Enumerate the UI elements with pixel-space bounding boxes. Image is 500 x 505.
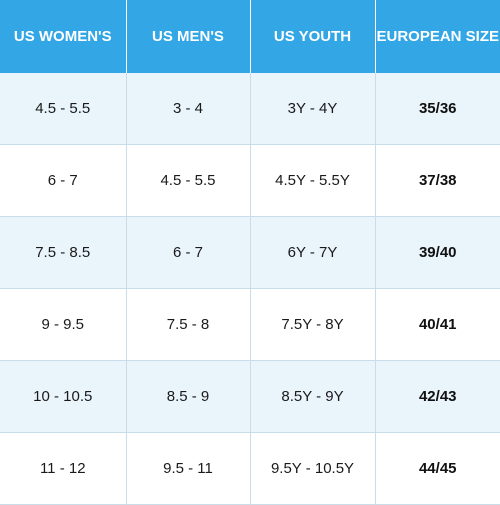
header-us-womens: US WOMEN'S	[0, 0, 127, 73]
cell-us-womens: 4.5 - 5.5	[0, 73, 127, 145]
cell-us-mens: 6 - 7	[126, 216, 251, 289]
table-row: 11 - 12 9.5 - 11 9.5Y - 10.5Y 44/45	[0, 432, 500, 505]
cell-european-size: 40/41	[375, 288, 500, 361]
table-row: 10 - 10.5 8.5 - 9 8.5Y - 9Y 42/43	[0, 360, 500, 433]
cell-us-mens: 7.5 - 8	[126, 288, 251, 361]
cell-us-mens: 3 - 4	[126, 73, 251, 145]
cell-european-size: 44/45	[375, 432, 500, 505]
cell-us-youth: 8.5Y - 9Y	[250, 360, 376, 433]
table-row: 7.5 - 8.5 6 - 7 6Y - 7Y 39/40	[0, 216, 500, 289]
table-row: 6 - 7 4.5 - 5.5 4.5Y - 5.5Y 37/38	[0, 144, 500, 217]
cell-european-size: 37/38	[375, 144, 500, 217]
cell-us-youth: 3Y - 4Y	[250, 73, 376, 145]
cell-us-youth: 4.5Y - 5.5Y	[250, 144, 376, 217]
cell-european-size: 35/36	[375, 73, 500, 145]
header-us-mens: US MEN'S	[126, 0, 251, 73]
cell-us-mens: 8.5 - 9	[126, 360, 251, 433]
cell-us-youth: 6Y - 7Y	[250, 216, 376, 289]
cell-us-womens: 11 - 12	[0, 432, 127, 505]
table-row: 4.5 - 5.5 3 - 4 3Y - 4Y 35/36	[0, 73, 500, 145]
header-us-youth: US YOUTH	[250, 0, 376, 73]
cell-us-youth: 9.5Y - 10.5Y	[250, 432, 376, 505]
table-row: 9 - 9.5 7.5 - 8 7.5Y - 8Y 40/41	[0, 288, 500, 361]
cell-us-womens: 7.5 - 8.5	[0, 216, 127, 289]
table-body: 4.5 - 5.5 3 - 4 3Y - 4Y 35/36 6 - 7 4.5 …	[0, 73, 500, 505]
cell-us-womens: 6 - 7	[0, 144, 127, 217]
cell-us-mens: 4.5 - 5.5	[126, 144, 251, 217]
cell-us-mens: 9.5 - 11	[126, 432, 251, 505]
cell-us-womens: 10 - 10.5	[0, 360, 127, 433]
cell-us-youth: 7.5Y - 8Y	[250, 288, 376, 361]
cell-european-size: 39/40	[375, 216, 500, 289]
header-row: US WOMEN'S US MEN'S US YOUTH EUROPEAN SI…	[0, 0, 500, 73]
table-header: US WOMEN'S US MEN'S US YOUTH EUROPEAN SI…	[0, 0, 500, 73]
header-european-size: EUROPEAN SIZE	[375, 0, 500, 73]
cell-us-womens: 9 - 9.5	[0, 288, 127, 361]
cell-european-size: 42/43	[375, 360, 500, 433]
